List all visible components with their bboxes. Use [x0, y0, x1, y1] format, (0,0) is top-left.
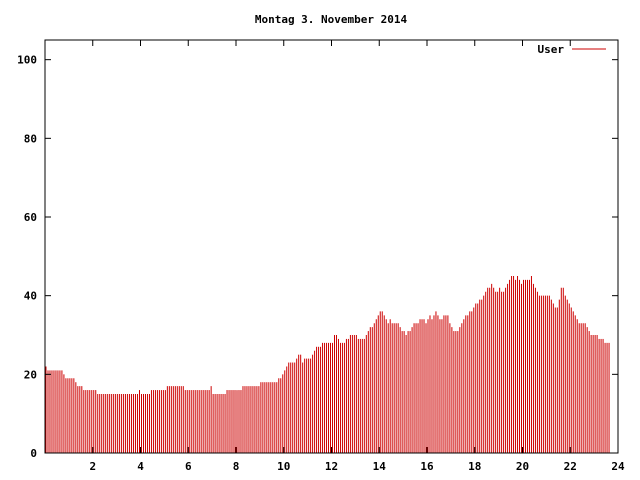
x-axis: 2 4 6 8 10 12 14 16 18 20 22 24 [89, 40, 625, 473]
x-tick-label: 6 [185, 460, 192, 473]
y-tick-label: 100 [17, 54, 37, 67]
x-tick-label: 4 [137, 460, 144, 473]
y-tick-label: 0 [30, 447, 37, 460]
y-tick-label: 60 [24, 211, 37, 224]
plot-frame [44, 39, 619, 454]
x-tick-label: 12 [325, 460, 338, 473]
x-tick-label: 20 [516, 460, 529, 473]
chart-title: Montag 3. November 2014 [255, 13, 408, 26]
x-tick-label: 18 [468, 460, 481, 473]
x-tick-label: 24 [611, 460, 625, 473]
legend-label-user: User [538, 43, 565, 56]
x-tick-label: 14 [373, 460, 387, 473]
x-tick-label: 22 [564, 460, 577, 473]
legend: User [538, 43, 606, 56]
y-axis: 0 20 40 60 80 100 [17, 54, 618, 460]
y-tick-label: 40 [24, 290, 37, 303]
x-tick-label: 8 [233, 460, 240, 473]
y-tick-label: 80 [24, 132, 37, 145]
y-tick-label: 20 [24, 368, 37, 381]
x-tick-label: 16 [420, 460, 434, 473]
bar-series-user [45, 276, 610, 453]
x-tick-label: 2 [89, 460, 96, 473]
x-tick-label: 10 [277, 460, 290, 473]
